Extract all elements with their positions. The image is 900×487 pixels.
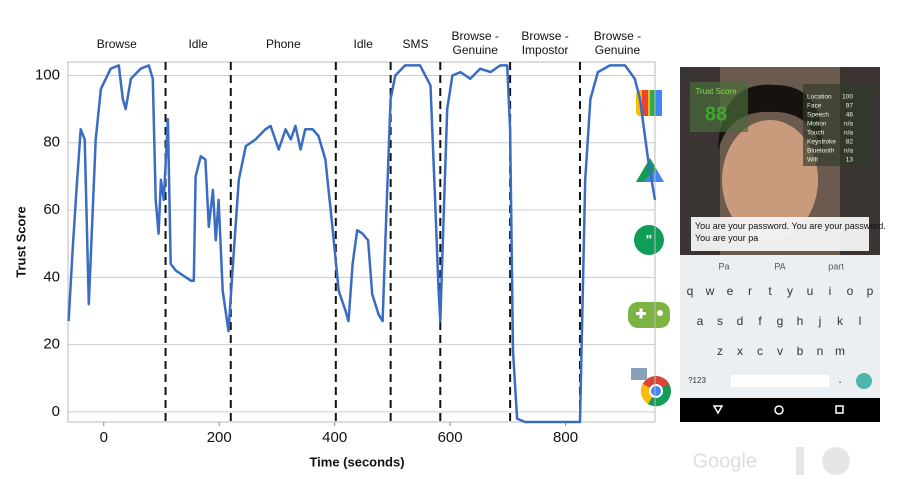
y-tick-label: 20 xyxy=(43,336,60,353)
key: v xyxy=(777,344,783,358)
metric-name: Speech xyxy=(807,112,829,119)
key: d xyxy=(737,314,744,328)
phone-screen xyxy=(680,67,880,422)
phase-label: Browse -Genuine xyxy=(594,29,641,57)
phase-label: Browse -Genuine xyxy=(452,29,499,57)
phase-label: SMS xyxy=(402,37,428,51)
key: w xyxy=(705,284,715,298)
metric-name: Touch xyxy=(807,130,825,137)
metric-value: 13 xyxy=(846,157,854,164)
key: j xyxy=(818,314,822,328)
key: n xyxy=(817,344,824,358)
key: i xyxy=(829,284,832,298)
key: c xyxy=(757,344,763,358)
metric-value: n/a xyxy=(844,130,853,137)
phase-label: Idle xyxy=(354,37,374,51)
key: s xyxy=(717,314,723,328)
key: u xyxy=(807,284,814,298)
key: a xyxy=(697,314,704,328)
key: t xyxy=(768,284,772,298)
key: l xyxy=(859,314,862,328)
key: b xyxy=(797,344,804,358)
key-period: . xyxy=(838,372,841,386)
overlay-title: Trust Score xyxy=(695,87,737,96)
typed-text: You are your password. You are your pass… xyxy=(695,221,886,243)
x-tick-label: 400 xyxy=(322,429,347,446)
key: z xyxy=(717,344,723,358)
y-tick-label: 80 xyxy=(43,134,60,151)
suggestion: Pa xyxy=(718,261,729,271)
phase-label: Browse -Impostor xyxy=(521,29,568,57)
metric-value: 97 xyxy=(846,103,854,110)
suggestion: part xyxy=(828,261,844,271)
trust-line xyxy=(67,64,657,424)
x-axis-title: Time (seconds) xyxy=(309,454,404,469)
key: h xyxy=(797,314,804,328)
key: g xyxy=(777,314,784,328)
metric-name: Wifi xyxy=(807,157,818,164)
key: m xyxy=(835,344,845,358)
key: r xyxy=(748,284,752,298)
phase-label: Browse xyxy=(97,37,137,51)
metric-name: Motion xyxy=(807,121,827,128)
footer-logo: Google xyxy=(693,450,758,472)
suggestion: PA xyxy=(774,261,785,271)
key: e xyxy=(727,284,734,298)
metric-name: Bluetooth xyxy=(807,148,835,155)
plot-frame xyxy=(67,61,656,423)
phase-label: Idle xyxy=(188,37,208,51)
x-tick-label: 600 xyxy=(438,429,463,446)
y-tick-label: 40 xyxy=(43,268,60,285)
key: f xyxy=(758,314,762,328)
x-tick-label: 200 xyxy=(207,429,232,446)
y-tick-label: 100 xyxy=(35,66,60,83)
metric-value: n/a xyxy=(844,148,853,155)
key: q xyxy=(687,284,694,298)
metric-name: Face xyxy=(807,103,822,110)
key: o xyxy=(847,284,854,298)
io-logo xyxy=(796,447,850,475)
metric-value: n/a xyxy=(844,121,853,128)
key: x xyxy=(737,344,743,358)
metric-value: 46 xyxy=(846,112,854,119)
phase-label: Phone xyxy=(266,37,301,51)
y-tick-label: 60 xyxy=(43,201,60,218)
key: y xyxy=(787,284,793,298)
svg-text:": " xyxy=(646,232,653,248)
overlay-score: 88 xyxy=(705,103,727,125)
y-axis-title: Trust Score xyxy=(13,206,28,278)
metric-name: Location xyxy=(807,94,832,101)
key-symbols: ?123 xyxy=(688,376,706,385)
x-tick-label: 0 xyxy=(100,429,108,446)
key: p xyxy=(867,284,874,298)
metric-value: 100 xyxy=(842,94,853,101)
x-tick-label: 800 xyxy=(553,429,578,446)
key: k xyxy=(837,314,844,328)
metric-value: 82 xyxy=(846,139,854,146)
metric-name: Keystroke xyxy=(807,139,836,146)
y-tick-label: 0 xyxy=(52,403,60,420)
